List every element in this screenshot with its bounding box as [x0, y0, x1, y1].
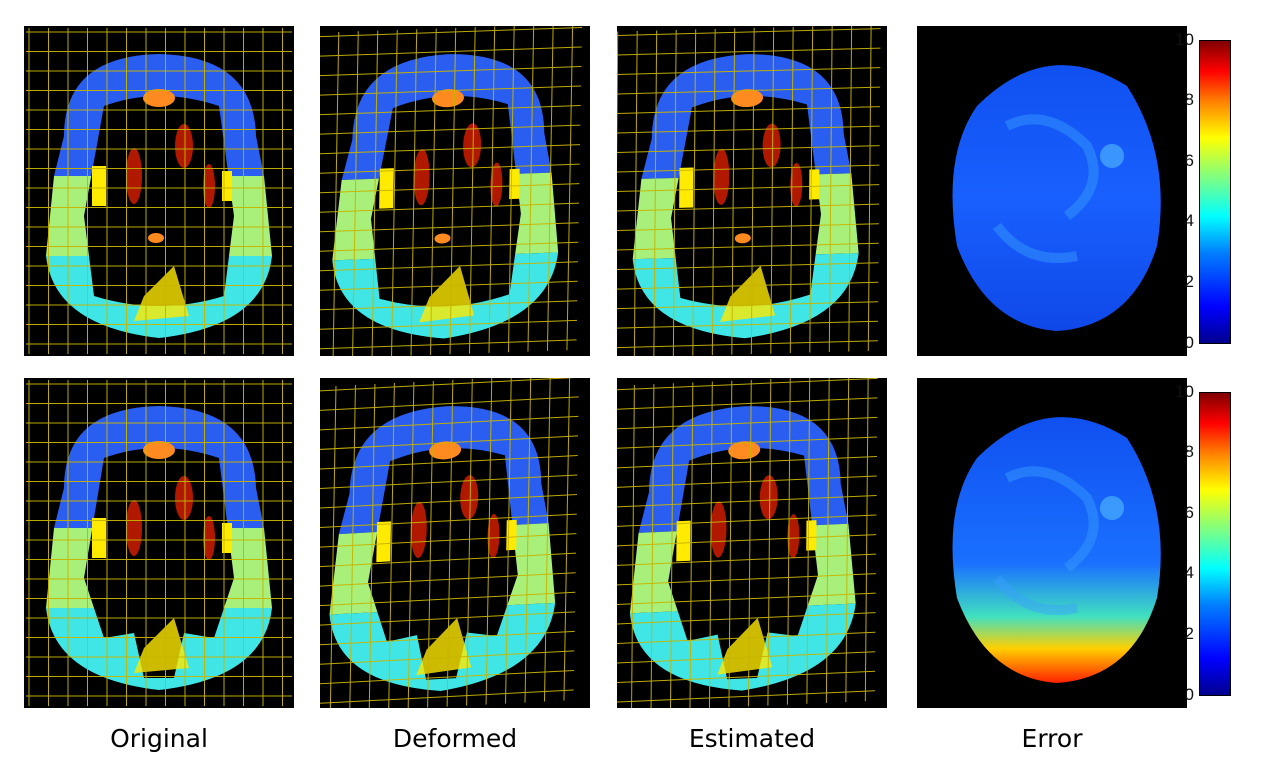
colorbar-row2 [1199, 392, 1231, 696]
colorbar-tick: 6 [1184, 151, 1194, 170]
colorbar-tick: 6 [1184, 503, 1194, 522]
colorbar-tick: 2 [1184, 272, 1194, 291]
original-image-row1 [24, 26, 294, 356]
original-image-row2 [24, 378, 294, 708]
column-label-original: Original [110, 724, 208, 753]
brain-slice-estimated-1 [617, 26, 881, 356]
colorbar-tick: 8 [1184, 90, 1194, 109]
colorbar-tick: 4 [1184, 211, 1194, 230]
colorbar-row1 [1199, 40, 1231, 344]
colorbar-tick: 8 [1184, 442, 1194, 461]
brain-slice-estimated-2 [617, 378, 878, 708]
colorbar-tick: 4 [1184, 563, 1194, 582]
error-heatmap-1 [952, 65, 1161, 331]
colorbar-tick: 0 [1184, 333, 1194, 352]
brain-slice-original-1 [26, 28, 292, 354]
colorbar-tick: 0 [1184, 685, 1194, 704]
deformed-image-row1 [320, 26, 590, 356]
colorbar-tick: 10 [1175, 30, 1194, 49]
colorbar-tick: 10 [1175, 382, 1194, 401]
column-label-error: Error [1021, 724, 1083, 753]
estimated-image-row1 [617, 26, 887, 356]
brain-slice-original-2 [26, 380, 292, 706]
estimated-image-row2 [617, 378, 887, 708]
error-map-row2 [917, 378, 1187, 708]
brain-slice-deformed-2 [320, 378, 580, 708]
error-heatmap-2 [952, 417, 1161, 683]
error-map-row1 [917, 26, 1187, 356]
column-label-estimated: Estimated [688, 724, 816, 753]
deformed-image-row2 [320, 378, 590, 708]
column-label-deformed: Deformed [392, 724, 518, 753]
brain-slice-deformed-1 [320, 26, 583, 356]
colorbar-tick: 2 [1184, 624, 1194, 643]
